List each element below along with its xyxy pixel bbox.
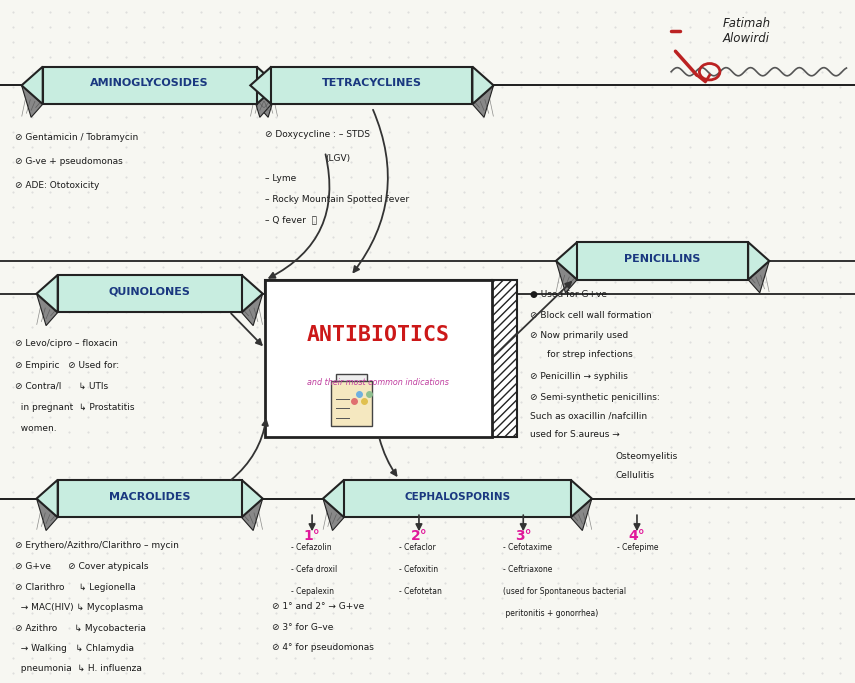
Polygon shape <box>241 294 262 326</box>
Text: MACROLIDES: MACROLIDES <box>109 492 191 501</box>
Text: used for S.aureus →: used for S.aureus → <box>530 430 620 439</box>
FancyBboxPatch shape <box>336 374 367 385</box>
Text: - Cefaclor: - Cefaclor <box>399 543 436 552</box>
Polygon shape <box>241 479 262 518</box>
FancyBboxPatch shape <box>272 66 472 104</box>
Text: – Q fever  🐑: – Q fever 🐑 <box>265 215 317 224</box>
FancyBboxPatch shape <box>57 479 241 518</box>
Text: ⊘ Gentamicin / Tobramycin: ⊘ Gentamicin / Tobramycin <box>15 133 139 142</box>
Text: Osteomyelitis: Osteomyelitis <box>616 452 678 461</box>
Polygon shape <box>251 85 272 117</box>
Polygon shape <box>748 242 770 280</box>
Text: 3°: 3° <box>515 529 532 543</box>
Text: CEPHALOSPORINS: CEPHALOSPORINS <box>404 492 510 501</box>
Text: ⊘ Now primarily used: ⊘ Now primarily used <box>530 331 628 340</box>
Polygon shape <box>472 85 493 117</box>
Text: ⊘ Clarithro     ↳ Legionella: ⊘ Clarithro ↳ Legionella <box>15 583 136 591</box>
Polygon shape <box>323 499 344 531</box>
Text: ⊘ 1° and 2° → G+ve: ⊘ 1° and 2° → G+ve <box>272 602 364 611</box>
Text: - Cefotaxime: - Cefotaxime <box>503 543 551 552</box>
Polygon shape <box>21 66 43 104</box>
Text: ● Used for G+ve: ● Used for G+ve <box>530 290 607 299</box>
Polygon shape <box>37 294 57 326</box>
Text: Cellulitis: Cellulitis <box>616 471 655 480</box>
Text: pneumonia  ↳ H. influenza: pneumonia ↳ H. influenza <box>15 664 142 673</box>
Polygon shape <box>472 66 493 104</box>
Text: - Cepalexin: - Cepalexin <box>291 587 333 596</box>
Text: - Cefepime: - Cefepime <box>617 543 659 552</box>
Text: ⊘ Penicillin → syphilis: ⊘ Penicillin → syphilis <box>530 372 628 381</box>
Text: AMINOGLYCOSIDES: AMINOGLYCOSIDES <box>91 79 209 88</box>
Polygon shape <box>251 66 272 104</box>
Text: - Cefotetan: - Cefotetan <box>399 587 442 596</box>
FancyBboxPatch shape <box>344 479 571 518</box>
Text: ANTIBIOTICS: ANTIBIOTICS <box>307 325 450 345</box>
Polygon shape <box>37 275 57 313</box>
Polygon shape <box>21 85 43 117</box>
Text: - Cefazolin: - Cefazolin <box>291 543 332 552</box>
Polygon shape <box>37 479 57 518</box>
Text: ⊘ G-ve + pseudomonas: ⊘ G-ve + pseudomonas <box>15 157 123 166</box>
Polygon shape <box>241 275 262 313</box>
Text: ⊘ 4° for pseudomonas: ⊘ 4° for pseudomonas <box>272 643 374 652</box>
Text: PENICILLINS: PENICILLINS <box>624 254 701 264</box>
Text: ⊘ Doxycycline : – STDS: ⊘ Doxycycline : – STDS <box>265 130 370 139</box>
Text: 4°: 4° <box>628 529 646 543</box>
FancyBboxPatch shape <box>577 242 748 280</box>
Text: ⊘ Block cell wall formation: ⊘ Block cell wall formation <box>530 311 652 320</box>
Text: ⊘ ADE: Ototoxicity: ⊘ ADE: Ototoxicity <box>15 181 100 190</box>
Text: TETRACYCLINES: TETRACYCLINES <box>322 79 422 88</box>
Text: (used for Spontaneous bacterial: (used for Spontaneous bacterial <box>503 587 626 596</box>
Polygon shape <box>256 85 278 117</box>
Polygon shape <box>556 242 577 280</box>
Text: ⊘ Azithro      ↳ Mycobacteria: ⊘ Azithro ↳ Mycobacteria <box>15 624 146 632</box>
Text: 2°: 2° <box>410 529 428 543</box>
Text: ⊘ 3° for G–ve: ⊘ 3° for G–ve <box>272 623 333 632</box>
Text: ⊘ Contra/I      ↳ UTIs: ⊘ Contra/I ↳ UTIs <box>15 382 109 391</box>
Text: and their most common indications: and their most common indications <box>308 378 449 387</box>
FancyBboxPatch shape <box>57 275 241 313</box>
Text: 1°: 1° <box>304 529 321 543</box>
Polygon shape <box>256 66 278 104</box>
Text: ⊘ Erythero/Azithro/Clarithro – mycin: ⊘ Erythero/Azithro/Clarithro – mycin <box>15 541 180 550</box>
Text: - Ceftriaxone: - Ceftriaxone <box>503 565 552 574</box>
Text: women.: women. <box>15 424 57 433</box>
FancyBboxPatch shape <box>331 381 372 426</box>
Text: ⊘ Levo/cipro – floxacin: ⊘ Levo/cipro – floxacin <box>15 339 118 348</box>
FancyBboxPatch shape <box>265 280 492 437</box>
Text: ⊘ Semi-synthetic penicillins:: ⊘ Semi-synthetic penicillins: <box>530 393 660 402</box>
Text: - Cefa droxil: - Cefa droxil <box>291 565 337 574</box>
Polygon shape <box>323 479 344 518</box>
FancyBboxPatch shape <box>492 280 517 437</box>
Polygon shape <box>241 499 262 531</box>
Text: → Walking   ↳ Chlamydia: → Walking ↳ Chlamydia <box>15 644 134 653</box>
FancyBboxPatch shape <box>43 66 256 104</box>
Text: Such as oxacillin /nafcillin: Such as oxacillin /nafcillin <box>530 411 647 420</box>
Polygon shape <box>748 261 770 293</box>
Polygon shape <box>37 499 57 531</box>
Text: (LGV): (LGV) <box>325 154 350 163</box>
Text: ⊘ Empiric   ⊘ Used for:: ⊘ Empiric ⊘ Used for: <box>15 361 120 370</box>
Text: – Lyme: – Lyme <box>265 174 297 183</box>
Text: - Cefoxitin: - Cefoxitin <box>399 565 439 574</box>
Polygon shape <box>556 261 577 293</box>
Polygon shape <box>571 499 592 531</box>
Text: – Rocky Mountain Spotted fever: – Rocky Mountain Spotted fever <box>265 195 410 204</box>
Text: in pregnant  ↳ Prostatitis: in pregnant ↳ Prostatitis <box>15 403 135 412</box>
Text: peritonitis + gonorrhea): peritonitis + gonorrhea) <box>503 609 598 617</box>
FancyBboxPatch shape <box>265 280 492 318</box>
Text: for strep infections: for strep infections <box>547 350 633 359</box>
Text: → MAC(HIV) ↳ Mycoplasma: → MAC(HIV) ↳ Mycoplasma <box>15 603 144 612</box>
Text: QUINOLONES: QUINOLONES <box>109 287 191 296</box>
Text: ⊘ G+ve      ⊘ Cover atypicals: ⊘ G+ve ⊘ Cover atypicals <box>15 562 149 571</box>
Text: Fatimah
Alowirdi: Fatimah Alowirdi <box>722 17 770 45</box>
Polygon shape <box>571 479 592 518</box>
